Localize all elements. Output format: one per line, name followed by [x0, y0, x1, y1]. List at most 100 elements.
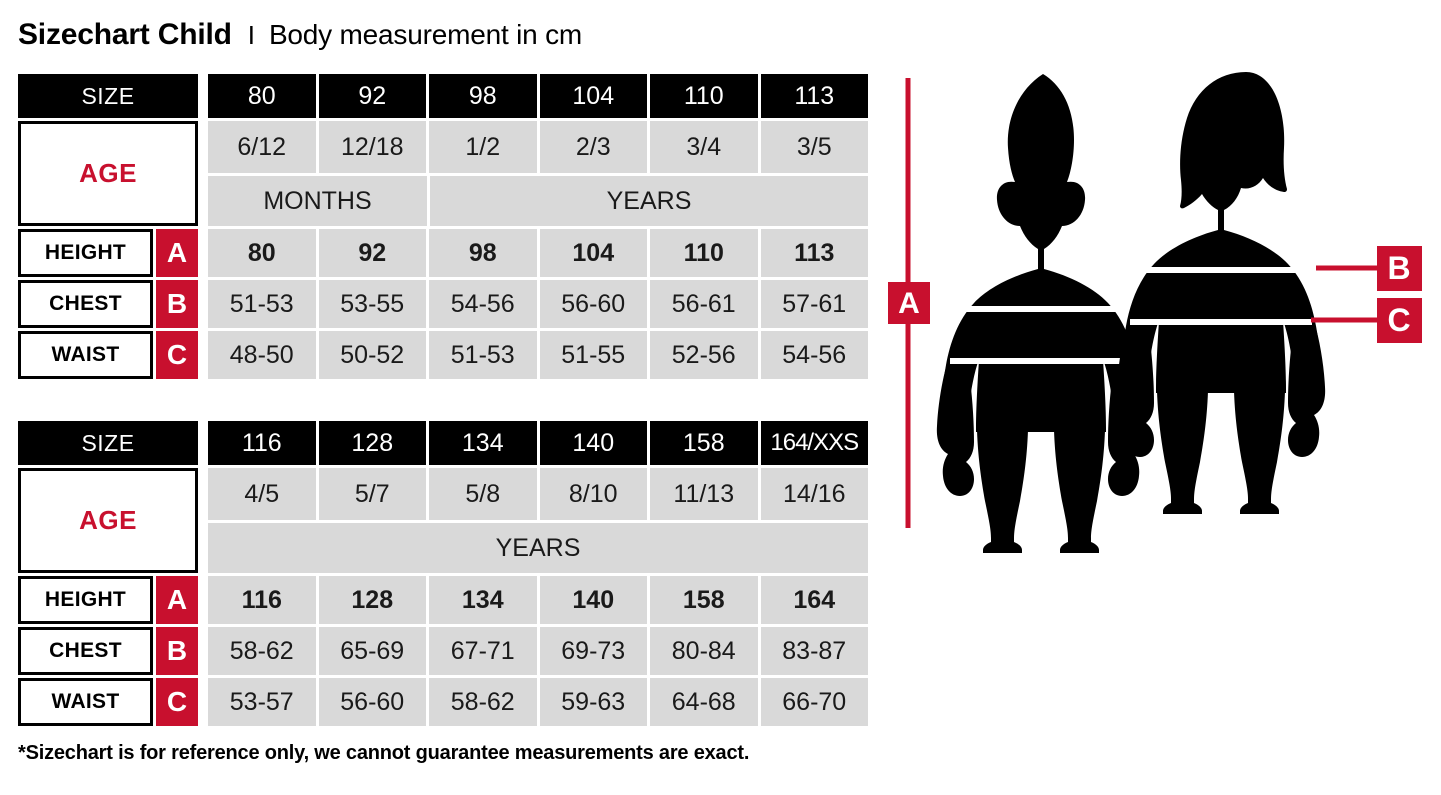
waist-cell: 59-63 [539, 678, 647, 726]
badge-a-box [888, 282, 930, 324]
age-label-box: AGE [18, 468, 198, 573]
column-gutter [198, 468, 208, 573]
table-row: SIZE 80 92 98 104 110 113 [18, 74, 868, 118]
chest-cell: 69-73 [539, 627, 647, 675]
age-unit-cells: MONTHS YEARS [208, 176, 868, 226]
column-gutter [198, 421, 208, 465]
badge-b-box [1377, 246, 1422, 291]
age-label-box: AGE [18, 121, 198, 226]
size-header-cells: 116 128 134 140 158 164/XXS [208, 421, 868, 465]
waist-cell: 48-50 [208, 331, 316, 379]
footnote-disclaimer: *Sizechart is for reference only, we can… [18, 742, 750, 764]
chest-cell: 67-71 [429, 627, 537, 675]
chest-cell: 83-87 [760, 627, 868, 675]
height-cell: 140 [539, 576, 647, 624]
size-cell: 164/XXS [760, 421, 868, 465]
table-row: YEARS [208, 523, 868, 573]
age-cell: 1/2 [429, 121, 537, 173]
chest-cell: 56-61 [650, 280, 758, 328]
waist-cell: 52-56 [650, 331, 758, 379]
height-label: HEIGHT [18, 576, 153, 624]
boy-waist-band [950, 358, 1132, 364]
age-cell: 14/16 [760, 468, 868, 520]
waist-cell: 56-60 [318, 678, 426, 726]
boy-left-leg [977, 430, 1028, 553]
chest-cell: 58-62 [208, 627, 316, 675]
age-unit-cell: YEARS [208, 523, 868, 573]
table-row: WAIST C 48-50 50-52 51-53 51-55 52-56 54… [18, 331, 868, 379]
height-cell: 104 [539, 229, 647, 277]
column-gutter [198, 74, 208, 118]
size-cell: 116 [208, 421, 316, 465]
age-cell: 8/10 [539, 468, 647, 520]
size-cell: 134 [429, 421, 537, 465]
waist-cell: 64-68 [650, 678, 758, 726]
table-row: MONTHS YEARS [208, 176, 868, 226]
chest-label: CHEST [18, 280, 153, 328]
table-row: SIZE 116 128 134 140 158 164/XXS [18, 421, 868, 465]
height-cell: 80 [208, 229, 316, 277]
badge-b-letter: B [1387, 250, 1410, 286]
height-cell: 98 [429, 229, 537, 277]
column-gutter [198, 627, 208, 675]
size-header-label: SIZE [18, 421, 198, 465]
waist-label: WAIST [18, 331, 153, 379]
age-block: AGE 4/5 5/7 5/8 8/10 11/13 14/16 YEARS [18, 468, 868, 573]
girl-silhouette [1116, 72, 1326, 514]
column-gutter [198, 229, 208, 277]
height-label: HEIGHT [18, 229, 153, 277]
sizechart-table-child-large: SIZE 116 128 134 140 158 164/XXS AGE 4/5… [18, 421, 868, 726]
age-value-cells: 6/12 12/18 1/2 2/3 3/4 3/5 [208, 121, 868, 173]
girl-right-leg [1234, 391, 1285, 514]
waist-value-cells: 48-50 50-52 51-53 51-55 52-56 54-56 [208, 331, 868, 379]
waist-value-cells: 53-57 56-60 58-62 59-63 64-68 66-70 [208, 678, 868, 726]
waist-cell: 50-52 [318, 331, 426, 379]
girl-left-arm [1116, 321, 1154, 457]
title-separator: I [247, 20, 255, 50]
size-cell: 92 [318, 74, 426, 118]
size-cell: 80 [208, 74, 316, 118]
boy-chest-band [945, 306, 1137, 312]
chest-value-cells: 51-53 53-55 54-56 56-60 56-61 57-61 [208, 280, 868, 328]
table-row: CHEST B 51-53 53-55 54-56 56-60 56-61 57… [18, 280, 868, 328]
table-row: 6/12 12/18 1/2 2/3 3/4 3/5 [208, 121, 868, 173]
boy-right-leg [1054, 430, 1105, 553]
size-header-label: SIZE [18, 74, 198, 118]
age-block: AGE 6/12 12/18 1/2 2/3 3/4 3/5 MONTHS [18, 121, 868, 226]
height-row-label: HEIGHT A [18, 229, 198, 277]
age-cell: 6/12 [208, 121, 316, 173]
column-gutter [198, 678, 208, 726]
height-cell: 134 [429, 576, 537, 624]
size-cell: 158 [650, 421, 758, 465]
height-cell: 128 [318, 576, 426, 624]
age-value-cells: 4/5 5/7 5/8 8/10 11/13 14/16 [208, 468, 868, 520]
title-subtitle: Body measurement in cm [268, 19, 583, 50]
chest-value-cells: 58-62 65-69 67-71 69-73 80-84 83-87 [208, 627, 868, 675]
height-cell: 164 [760, 576, 868, 624]
girl-right-arm [1288, 321, 1326, 457]
waist-cell: 58-62 [429, 678, 537, 726]
badge-a-letter: A [898, 287, 920, 320]
table-row: HEIGHT A 116 128 134 140 158 164 [18, 576, 868, 624]
chest-cell: 56-60 [539, 280, 647, 328]
column-gutter [198, 576, 208, 624]
badge-c: C [156, 678, 198, 726]
badge-b: B [156, 627, 198, 675]
chest-row-label: CHEST B [18, 280, 198, 328]
waist-cell: 53-57 [208, 678, 316, 726]
age-unit-cell: YEARS [430, 176, 868, 226]
badge-c: C [156, 331, 198, 379]
chest-marker-b: B [1316, 246, 1422, 291]
chest-cell: 80-84 [650, 627, 758, 675]
column-gutter [198, 121, 208, 226]
waist-label: WAIST [18, 678, 153, 726]
height-value-cells: 116 128 134 140 158 164 [208, 576, 868, 624]
size-header-cells: 80 92 98 104 110 113 [208, 74, 868, 118]
chest-cell: 65-69 [318, 627, 426, 675]
page-title: Sizechart Child I Body measurement in cm [18, 18, 582, 52]
waist-cell: 51-53 [429, 331, 537, 379]
girl-chest-band [1125, 267, 1317, 273]
height-cell: 116 [208, 576, 316, 624]
waist-row-label: WAIST C [18, 331, 198, 379]
